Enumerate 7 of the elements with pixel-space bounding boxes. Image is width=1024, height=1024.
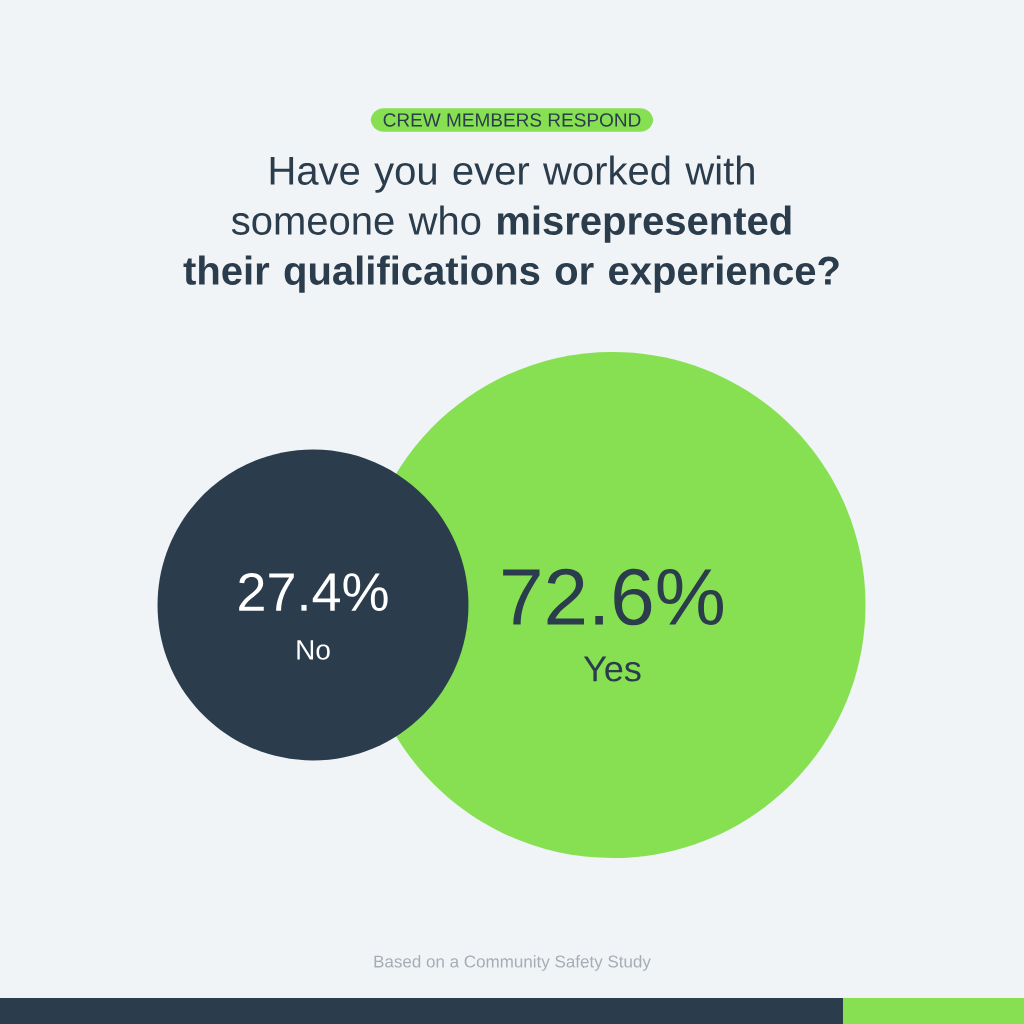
data-label: 27.4%	[239, 572, 388, 611]
category-label: Yes	[583, 656, 641, 682]
text: Based on a Community Safety Study	[374, 955, 651, 971]
category-label: No	[297, 640, 330, 660]
text: Have you ever worked with someone who misrepresented their qualifications or experience?	[183, 155, 839, 293]
data-label: 72.6%	[503, 568, 724, 626]
text: CREW MEMBERS RESPOND	[383, 113, 641, 127]
